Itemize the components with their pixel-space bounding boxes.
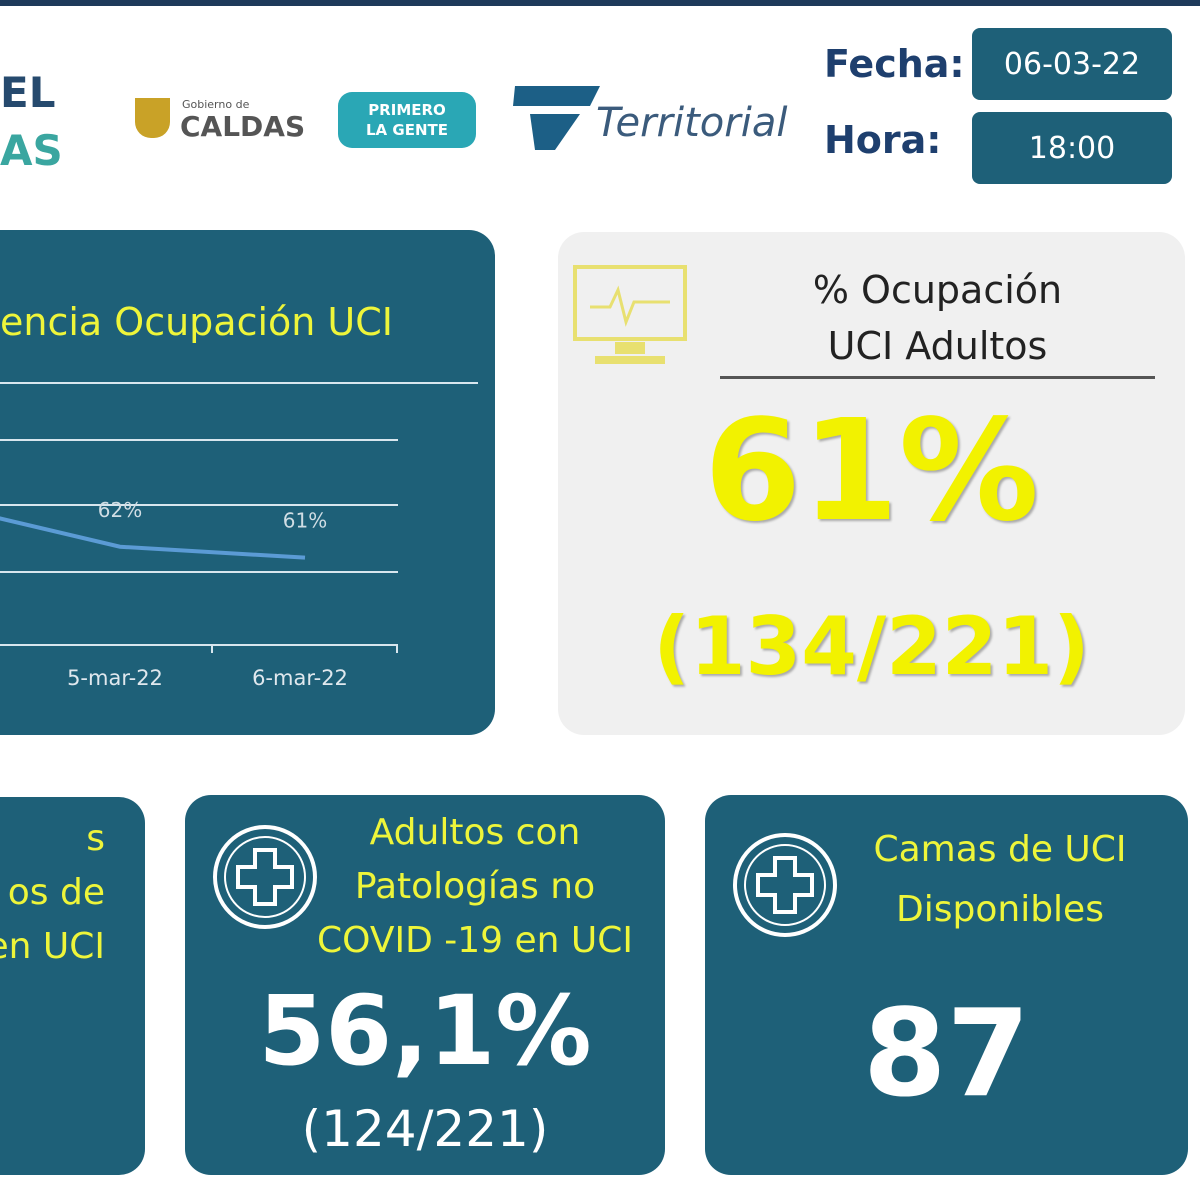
- title-line: en UCI: [0, 926, 105, 967]
- card: [0, 797, 145, 1175]
- cross-icon: [733, 833, 837, 937]
- monitor-icon: [573, 265, 687, 364]
- title-line: os de: [7, 872, 105, 913]
- grid: [0, 382, 478, 646]
- occupancy-card: [558, 232, 1185, 735]
- title-line: % Ocupación: [812, 268, 1063, 312]
- time-value: 18:00: [972, 112, 1172, 184]
- title-line: Disponibles: [896, 889, 1104, 930]
- card-title: Camas de UCI Disponibles: [830, 820, 1170, 940]
- occupancy-percent: 61%: [703, 390, 1040, 553]
- logo-text: LA GENTE: [366, 121, 448, 139]
- date-label: Fecha:: [824, 42, 965, 86]
- title-line: COVID -19 en UCI: [316, 920, 633, 961]
- top-border: [0, 0, 1200, 6]
- logo-text: Territorial: [596, 100, 788, 146]
- trend-line: [0, 516, 306, 560]
- brand: EL: [0, 68, 56, 117]
- logo-text: PRIMERO: [368, 101, 446, 119]
- logo-shape: [513, 86, 600, 150]
- data-label: 61%: [283, 509, 327, 533]
- card-title: s os de en UCI: [0, 812, 105, 974]
- title-line: Patologías no: [354, 866, 596, 907]
- title-line: s: [86, 818, 105, 859]
- date-value: 06-03-22: [972, 28, 1172, 100]
- card-value: 87: [863, 985, 1030, 1124]
- logo-text: CALDAS: [180, 110, 306, 143]
- logo-text: Gobierno de: [182, 98, 250, 111]
- occupancy-ratio: (134/221): [653, 600, 1090, 693]
- card: [185, 795, 665, 1175]
- trend-chart: 62% 5-mar-22 61% 6-mar-22: [0, 382, 478, 690]
- title-line: UCI Adultos: [827, 324, 1048, 368]
- x-tick-label: 5-mar-22: [67, 666, 163, 690]
- logo: PRIMERO LA GENTE: [338, 92, 476, 148]
- trend-panel: [0, 230, 495, 735]
- data-label: 62%: [98, 498, 142, 522]
- card-ratio: (124/221): [301, 1100, 549, 1158]
- card-value: 56,1%: [258, 975, 592, 1087]
- territorial-icon: [513, 86, 600, 150]
- occupancy-title: % Ocupación UCI Adultos: [720, 262, 1155, 374]
- x-tick-label: 6-mar-22: [252, 666, 348, 690]
- title-line: Adultos con: [369, 812, 581, 853]
- shield-icon: [135, 98, 170, 138]
- brand: AS: [0, 126, 63, 175]
- title-line: Camas de UCI: [873, 829, 1127, 870]
- cross-icon: [213, 825, 317, 929]
- divider: [720, 376, 1155, 379]
- trend-title: encia Ocupación UCI: [0, 300, 393, 344]
- time-label: Hora:: [824, 118, 942, 162]
- card-title: Adultos con Patologías no COVID -19 en UCI: [300, 806, 650, 968]
